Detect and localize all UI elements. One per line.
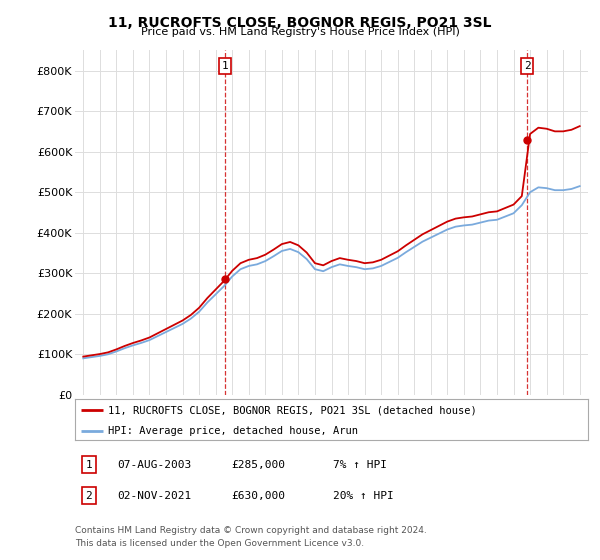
Text: 07-AUG-2003: 07-AUG-2003 bbox=[117, 460, 191, 470]
Text: 1: 1 bbox=[85, 460, 92, 470]
Text: Price paid vs. HM Land Registry's House Price Index (HPI): Price paid vs. HM Land Registry's House … bbox=[140, 27, 460, 37]
Text: This data is licensed under the Open Government Licence v3.0.: This data is licensed under the Open Gov… bbox=[75, 539, 364, 548]
Text: 1: 1 bbox=[222, 61, 229, 71]
Text: 2: 2 bbox=[85, 491, 92, 501]
Text: HPI: Average price, detached house, Arun: HPI: Average price, detached house, Arun bbox=[109, 426, 358, 436]
Text: 02-NOV-2021: 02-NOV-2021 bbox=[117, 491, 191, 501]
Text: 11, RUCROFTS CLOSE, BOGNOR REGIS, PO21 3SL: 11, RUCROFTS CLOSE, BOGNOR REGIS, PO21 3… bbox=[108, 16, 492, 30]
Text: 11, RUCROFTS CLOSE, BOGNOR REGIS, PO21 3SL (detached house): 11, RUCROFTS CLOSE, BOGNOR REGIS, PO21 3… bbox=[109, 405, 477, 415]
Text: 7% ↑ HPI: 7% ↑ HPI bbox=[333, 460, 387, 470]
Text: Contains HM Land Registry data © Crown copyright and database right 2024.: Contains HM Land Registry data © Crown c… bbox=[75, 526, 427, 535]
Text: 20% ↑ HPI: 20% ↑ HPI bbox=[333, 491, 394, 501]
Text: £630,000: £630,000 bbox=[231, 491, 285, 501]
Text: 2: 2 bbox=[524, 61, 530, 71]
Text: £285,000: £285,000 bbox=[231, 460, 285, 470]
